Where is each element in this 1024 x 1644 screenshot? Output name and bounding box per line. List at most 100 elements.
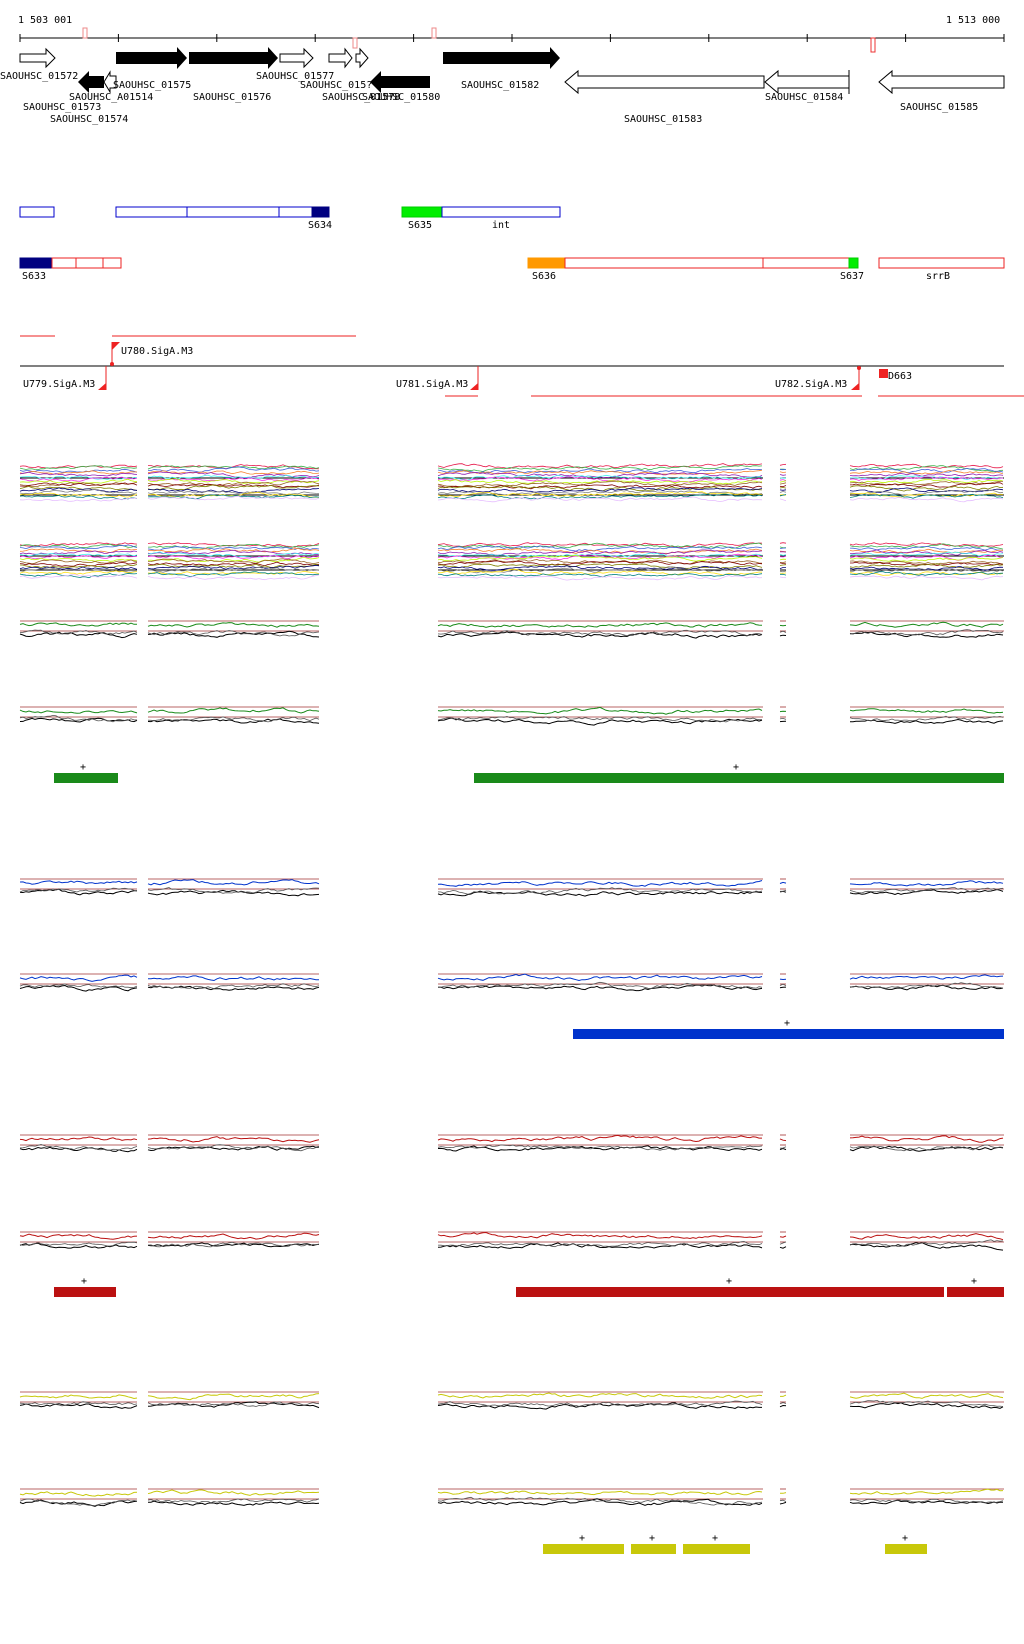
feature-S636[interactable] (527, 257, 566, 269)
feature-track-red[interactable]: S633 S636 S637 srrB (19, 257, 1005, 282)
gene-SAOUHSC_01580[interactable] (370, 71, 430, 93)
feature-label-S635: S635 (408, 220, 432, 231)
segment-plus: + (712, 1533, 718, 1544)
feature-S637[interactable] (848, 257, 859, 269)
feature-box[interactable] (19, 206, 55, 218)
feature-label-S636: S636 (532, 271, 556, 282)
gene-label-01575: SAOUHSC_01575 (113, 80, 191, 91)
gene-SAOUHSC_01584[interactable] (764, 69, 850, 95)
gene-SAOUHSC_01582[interactable] (443, 47, 560, 69)
feature-label-srrB: srrB (926, 271, 950, 282)
feature-label-S634: S634 (308, 220, 332, 231)
segment-yellow-2[interactable] (631, 1544, 676, 1554)
coordinate-ruler: 1 503 001 1 513 000 (18, 15, 1005, 53)
promoter-label-U782: U782.SigA.M3 (775, 379, 847, 390)
segment-plus: + (579, 1533, 585, 1544)
segment-plus: + (81, 1276, 87, 1287)
segment-yellow-1[interactable] (543, 1544, 624, 1554)
feature-label-S633: S633 (22, 271, 46, 282)
gene-label-01574: SAOUHSC_01574 (50, 114, 128, 125)
paired-signal-track (19, 973, 1004, 992)
segment-red-1[interactable] (54, 1287, 116, 1297)
promoter-label-D663: D663 (888, 371, 912, 382)
feature-label-S637: S637 (840, 271, 864, 282)
ruler-end-label: 1 513 000 (946, 15, 1000, 26)
feature-box[interactable] (102, 257, 122, 269)
promoter-label-U780: U780.SigA.M3 (121, 346, 193, 357)
segment-plus: + (726, 1276, 732, 1287)
segment-plus: + (80, 762, 86, 773)
feature-box[interactable] (762, 257, 850, 269)
segment-green-1[interactable] (54, 773, 118, 783)
gene-label-01580: SAOUHSC_01580 (362, 92, 440, 103)
feature-box[interactable] (278, 206, 313, 218)
segment-bars[interactable]: + + + + + + + + + + (54, 762, 1004, 1554)
feature-label-int: int (492, 220, 510, 231)
feature-box[interactable] (115, 206, 188, 218)
feature-int[interactable] (441, 206, 561, 218)
gene-label-01584: SAOUHSC_01584 (765, 92, 843, 103)
feature-track-blue[interactable]: S634 S635 int (19, 206, 561, 231)
segment-plus: + (649, 1533, 655, 1544)
expression-tracks (19, 463, 1004, 1507)
promoter-track[interactable]: U780.SigA.M3 U779.SigA.M3 U781.SigA.M3 U… (20, 335, 1024, 397)
gene-label-01585: SAOUHSC_01585 (900, 102, 978, 113)
gene-label-01582: SAOUHSC_01582 (461, 80, 539, 91)
gene-SAOUHSC_01576[interactable] (189, 47, 278, 69)
segment-plus: + (784, 1018, 790, 1029)
feature-S634[interactable] (311, 206, 330, 218)
gene-label-01577: SAOUHSC_01577 (256, 71, 334, 82)
gene-SAOUHSC_01583[interactable] (564, 69, 765, 95)
feature-box[interactable] (186, 206, 280, 218)
paired-signal-track (19, 620, 1004, 639)
feature-srrB[interactable] (878, 257, 1005, 269)
paired-signal-track (19, 1134, 1004, 1153)
multi-sample-track (19, 542, 1004, 581)
gene-SAOUHSC_0157y[interactable] (355, 47, 369, 69)
gene-label-01583: SAOUHSC_01583 (624, 114, 702, 125)
gene-SAOUHSC_01572[interactable] (19, 47, 56, 69)
ruler-start-label: 1 503 001 (18, 15, 72, 26)
promoter-label-U781: U781.SigA.M3 (396, 379, 468, 390)
gene-label-A01514: SAOUHSC_A01514 (69, 92, 153, 103)
gene-SAOUHSC_01575[interactable] (116, 47, 187, 69)
gene-SAOUHSC_A01514[interactable] (103, 70, 117, 94)
paired-signal-track (19, 1488, 1004, 1507)
gene-label-01573: SAOUHSC_01573 (23, 102, 101, 113)
promoter-label-U779: U779.SigA.M3 (23, 379, 95, 390)
feature-box[interactable] (51, 257, 77, 269)
segment-yellow-3[interactable] (683, 1544, 750, 1554)
gene-SAOUHSC_01577[interactable] (279, 47, 314, 69)
segment-yellow-4[interactable] (885, 1544, 927, 1554)
feature-box[interactable] (564, 257, 764, 269)
gene-label-01572: SAOUHSC_01572 (0, 71, 78, 82)
paired-signal-track (19, 1391, 1004, 1410)
segment-red-3[interactable] (947, 1287, 1004, 1297)
segment-red-2[interactable] (516, 1287, 944, 1297)
gene-label-015x: SAOUHSC_015? (300, 80, 372, 91)
gene-SAOUHSC_01585[interactable] (878, 69, 1005, 95)
gene-labels: SAOUHSC_01572 SAOUHSC_01575 SAOUHSC_0157… (0, 71, 978, 125)
paired-signal-track (19, 706, 1004, 726)
gene-SAOUHSC_01573[interactable] (78, 71, 104, 93)
segment-plus: + (902, 1533, 908, 1544)
paired-signal-track (19, 878, 1004, 897)
feature-box[interactable] (75, 257, 104, 269)
segment-green-2[interactable] (474, 773, 1004, 783)
multi-sample-track (19, 463, 1004, 503)
segment-plus: + (733, 762, 739, 773)
paired-signal-track (19, 1231, 1004, 1251)
gene-SAOUHSC_0157x[interactable] (328, 47, 353, 69)
gene-track[interactable] (19, 47, 1005, 95)
ruler-highlights (82, 27, 876, 53)
promoter-D663[interactable] (879, 369, 888, 378)
feature-S635[interactable] (401, 206, 443, 218)
segment-plus: + (971, 1276, 977, 1287)
gene-label-01578: SAOUHSC_01578 (322, 92, 400, 103)
feature-S633[interactable] (19, 257, 53, 269)
segment-blue-1[interactable] (573, 1029, 1004, 1039)
ruler-ticks (19, 34, 1005, 42)
gene-label-01576: SAOUHSC_01576 (193, 92, 271, 103)
